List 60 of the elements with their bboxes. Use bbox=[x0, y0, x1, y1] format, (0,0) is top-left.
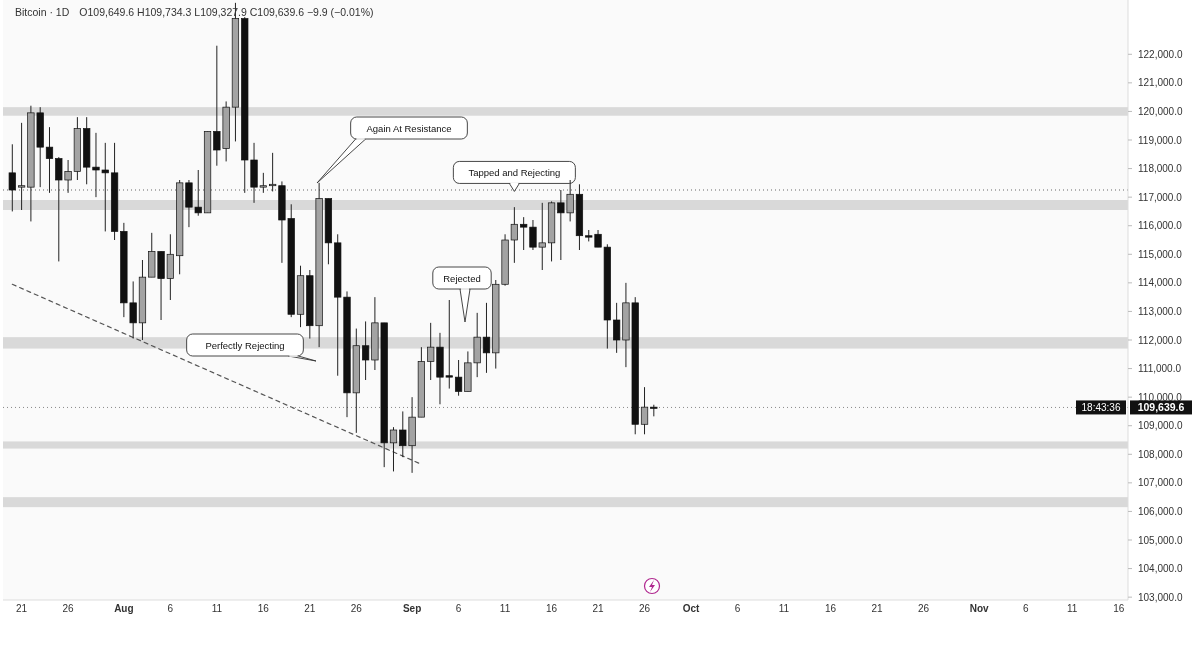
text: Bitcoin · 1D bbox=[15, 6, 70, 18]
x-tick-label: 11 bbox=[1067, 603, 1078, 614]
y-tick-label: 107,000.0 bbox=[1138, 477, 1183, 489]
annotation: Tapped and Rejecting bbox=[468, 166, 561, 178]
x-tick-label: Aug bbox=[114, 603, 134, 614]
x-tick-label: 26 bbox=[917, 603, 930, 614]
x-tick-label: Nov bbox=[969, 603, 990, 614]
x-tick-label: 16 bbox=[824, 603, 837, 614]
x-tick-label: Sep bbox=[402, 603, 422, 614]
x-tick-label: 21 bbox=[304, 603, 316, 614]
annotation: Perfectly Rejecting bbox=[205, 339, 285, 351]
x-tick-label: 26 bbox=[350, 603, 363, 614]
y-tick-label: 106,000.0 bbox=[1138, 505, 1183, 517]
y-tick-label: 105,000.0 bbox=[1138, 534, 1183, 546]
y-tick-label: 121,000.0 bbox=[1138, 77, 1183, 89]
candlestick bbox=[8, 143, 16, 212]
x-tick-label: 16 bbox=[1113, 603, 1125, 614]
x-tick-label: 26 bbox=[638, 603, 651, 614]
callout-box: Again At Resistance bbox=[316, 116, 468, 184]
x-tick-label: Oct bbox=[682, 603, 701, 614]
x-tick-label: 11 bbox=[778, 603, 790, 614]
y-tick-label: 109,000.0 bbox=[1138, 420, 1183, 432]
y-tick-label: 115,000.0 bbox=[1138, 248, 1183, 260]
x-tick-label: 16 bbox=[545, 603, 558, 614]
y-tick-label: 103,000.0 bbox=[1138, 591, 1183, 603]
y-tick-label: 120,000.0 bbox=[1138, 105, 1183, 117]
candlestick bbox=[482, 302, 491, 374]
candlestick bbox=[389, 426, 398, 472]
x-tick-label: 11 bbox=[499, 603, 511, 614]
y-tick-label: 117,000.0 bbox=[1138, 191, 1183, 203]
y-tick-label: 122,000.0 bbox=[1138, 48, 1183, 60]
candlestick bbox=[45, 126, 54, 194]
x-tick-label: 11 bbox=[211, 603, 223, 614]
ref-line-label: 109,639.6 bbox=[1137, 401, 1185, 414]
y-tick-label: 114,000.0 bbox=[1138, 277, 1183, 289]
callout-box: Rejected bbox=[432, 266, 492, 323]
annotation: Rejected bbox=[443, 272, 481, 284]
y-tick-label: 116,000.0 bbox=[1138, 220, 1183, 232]
x-tick-label: 6 bbox=[455, 603, 462, 614]
x-tick-label: 16 bbox=[257, 603, 270, 614]
y-tick-label: 112,000.0 bbox=[1138, 334, 1183, 346]
y-tick-label: 113,000.0 bbox=[1138, 305, 1183, 317]
y-tick-label: 111,000.0 bbox=[1138, 363, 1182, 375]
y-tick-label: 104,000.0 bbox=[1138, 563, 1183, 575]
candlestick bbox=[454, 359, 463, 397]
y-tick-label: 110,000.0 bbox=[1138, 391, 1183, 403]
x-tick-label: 21 bbox=[592, 603, 605, 614]
candlestick bbox=[640, 386, 649, 435]
y-tick-label: 119,000.0 bbox=[1138, 134, 1183, 146]
annotation: 18:43:36 bbox=[1081, 402, 1121, 414]
candlestick bbox=[18, 122, 26, 211]
y-tick-label: 108,000.0 bbox=[1138, 448, 1183, 460]
y-tick-label: 118,000.0 bbox=[1138, 163, 1183, 175]
x-tick-label: 6 bbox=[1022, 603, 1029, 614]
x-tick-label: 6 bbox=[734, 603, 741, 614]
x-tick-label: 21 bbox=[871, 603, 883, 614]
x-tick-label: 21 bbox=[16, 603, 28, 614]
x-tick-label: 26 bbox=[62, 603, 75, 614]
x-tick-label: 6 bbox=[167, 603, 174, 614]
annotation: Again At Resistance bbox=[366, 122, 452, 134]
